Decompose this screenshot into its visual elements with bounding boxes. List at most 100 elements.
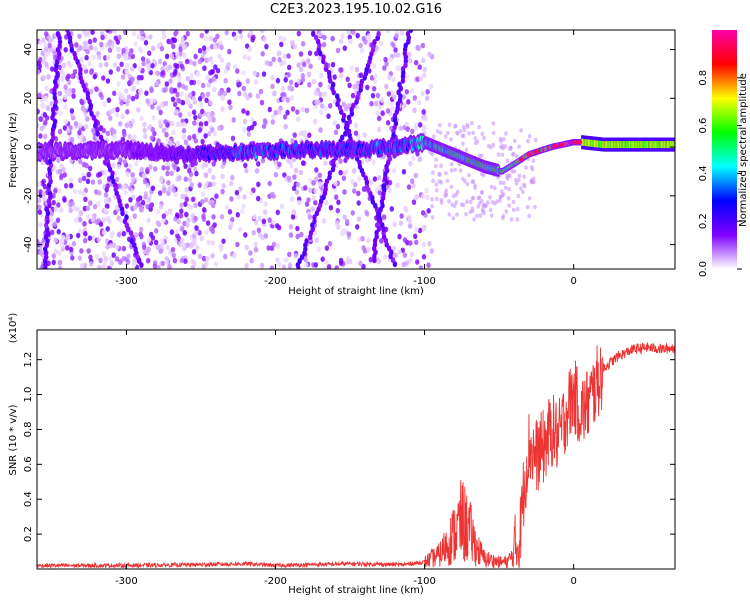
spectrogram-noise-cell bbox=[385, 120, 391, 126]
spectrogram-band-inner bbox=[604, 141, 607, 149]
spectrogram-noise-cell bbox=[515, 217, 520, 222]
spectrogram-noise-cell bbox=[63, 118, 69, 125]
spectrogram-noise-cell bbox=[300, 160, 306, 166]
spectrogram-streak-cell bbox=[319, 198, 324, 205]
spectrogram-noise-cell bbox=[251, 229, 256, 236]
spectrogram-noise-cell bbox=[394, 33, 399, 39]
spectrogram-noise-cell bbox=[101, 217, 106, 223]
spectrogram-noise-cell bbox=[142, 121, 147, 128]
spectrogram-noise-cell bbox=[174, 30, 179, 36]
spectrogram-noise-cell bbox=[323, 160, 328, 166]
x-tick-label: -300 bbox=[115, 276, 138, 287]
spectrogram-noise-cell bbox=[430, 215, 435, 220]
spectrogram-noise-cell bbox=[472, 217, 476, 222]
spectrogram-noise-cell bbox=[291, 156, 297, 163]
spectrogram-noise-cell bbox=[214, 193, 219, 199]
spectrogram-band-inner bbox=[614, 141, 616, 149]
spectrogram-noise-cell bbox=[86, 248, 91, 254]
spectrogram-noise-cell bbox=[238, 30, 243, 34]
spectrogram-noise-cell bbox=[412, 107, 417, 114]
spectrogram-band-inner bbox=[651, 141, 653, 149]
spectrogram-band-inner bbox=[624, 141, 626, 149]
spectrogram-noise-cell bbox=[384, 83, 389, 90]
spectrogram-noise-cell bbox=[382, 65, 387, 71]
spectrogram-noise-cell bbox=[437, 171, 442, 177]
spectrogram-band-inner bbox=[648, 141, 651, 149]
spectrogram-noise-cell bbox=[116, 66, 121, 72]
spectrogram-noise-cell bbox=[164, 132, 169, 138]
spectrogram-noise-cell bbox=[68, 207, 73, 214]
spectrogram-noise-cell bbox=[165, 66, 170, 72]
spectrogram-streak-cell bbox=[139, 262, 144, 268]
spectrogram-noise-cell bbox=[161, 70, 166, 76]
spectrogram-noise-cell bbox=[283, 257, 289, 263]
spectrogram-noise-cell bbox=[177, 75, 182, 81]
spectrogram-noise-cell bbox=[51, 199, 56, 206]
spectrogram-noise-cell bbox=[420, 90, 426, 97]
spectrogram-noise-cell bbox=[313, 176, 319, 183]
spectrogram-noise-cell bbox=[342, 189, 347, 195]
spectrogram-noise-cell bbox=[373, 73, 378, 79]
spectrogram-noise-cell bbox=[480, 190, 484, 195]
spectrogram-noise-cell bbox=[334, 220, 340, 226]
spectrogram-noise-cell bbox=[57, 90, 63, 97]
x-tick-label: -100 bbox=[413, 276, 436, 287]
spectrogram-noise-cell bbox=[479, 171, 484, 177]
spectrogram-noise-cell bbox=[169, 39, 174, 45]
spectrogram-noise-cell bbox=[506, 196, 511, 201]
spectrogram-noise-cell bbox=[182, 230, 187, 236]
spectrogram-noise-cell bbox=[82, 40, 88, 47]
spectrogram-band-inner bbox=[628, 141, 630, 149]
spectrogram-noise-cell bbox=[66, 127, 71, 134]
spectrogram-noise-cell bbox=[178, 112, 183, 118]
spectrogram-noise-cell bbox=[47, 42, 52, 49]
spectrogram-streak-cell bbox=[390, 257, 396, 264]
spectrogram-noise-cell bbox=[206, 239, 211, 246]
spectrogram-noise-cell bbox=[155, 244, 160, 251]
spectrogram-noise-cell bbox=[38, 133, 43, 139]
spectrogram-noise-cell bbox=[49, 101, 54, 107]
spectrogram-noise-cell bbox=[379, 238, 384, 244]
spectrogram-noise-cell bbox=[226, 87, 231, 93]
spectrogram-streak-cell bbox=[372, 257, 377, 264]
spectrogram-noise-cell bbox=[402, 102, 407, 109]
spectrogram-noise-cell bbox=[282, 172, 287, 178]
spectrogram-noise-cell bbox=[87, 38, 93, 45]
spectrogram-noise-cell bbox=[132, 204, 138, 210]
spectrogram-noise-cell bbox=[200, 108, 205, 115]
spectrogram-noise-cell bbox=[295, 181, 301, 188]
spectrogram-noise-cell bbox=[153, 239, 159, 246]
spectrogram-noise-cell bbox=[51, 193, 56, 199]
spectrogram-noise-cell bbox=[498, 136, 503, 142]
spectrogram-streak-cell bbox=[55, 31, 61, 37]
spectrogram-noise-cell bbox=[139, 167, 144, 173]
spectrogram-noise-cell bbox=[407, 51, 412, 58]
spectrogram-noise-cell bbox=[275, 257, 280, 263]
spectrogram-noise-cell bbox=[319, 103, 325, 109]
spectrogram-noise-cell bbox=[512, 138, 517, 144]
spectrogram-noise-cell bbox=[508, 173, 512, 179]
spectrogram-noise-cell bbox=[296, 62, 301, 68]
spectrogram-noise-cell bbox=[465, 199, 469, 204]
spectrogram-noise-cell bbox=[464, 147, 469, 153]
spectrogram-noise-cell bbox=[468, 199, 473, 205]
spectrogram-noise-cell bbox=[183, 139, 189, 145]
spectrogram-noise-cell bbox=[186, 203, 192, 210]
spectrogram-noise-cell bbox=[240, 208, 245, 215]
spectrogram-noise-cell bbox=[96, 54, 102, 61]
spectrogram-noise-cell bbox=[175, 63, 180, 70]
spectrogram-noise-cell bbox=[124, 203, 129, 209]
spectrogram-noise-cell bbox=[128, 122, 133, 129]
spectrogram-noise-cell bbox=[122, 159, 128, 165]
spectrogram-noise-cell bbox=[486, 200, 490, 205]
spectrogram-streak-cell bbox=[341, 112, 347, 119]
spectrogram-noise-cell bbox=[364, 157, 370, 163]
spectrogram-noise-cell bbox=[125, 62, 130, 69]
spectrogram-noise-cell bbox=[404, 121, 409, 128]
spectrogram-noise-cell bbox=[348, 38, 353, 45]
spectrogram-noise-cell bbox=[121, 184, 127, 190]
spectrogram-noise-cell bbox=[193, 166, 198, 172]
spectrogram-noise-cell bbox=[211, 174, 216, 181]
spectrogram-noise-cell bbox=[371, 63, 377, 69]
spectrogram-noise-cell bbox=[405, 73, 410, 80]
